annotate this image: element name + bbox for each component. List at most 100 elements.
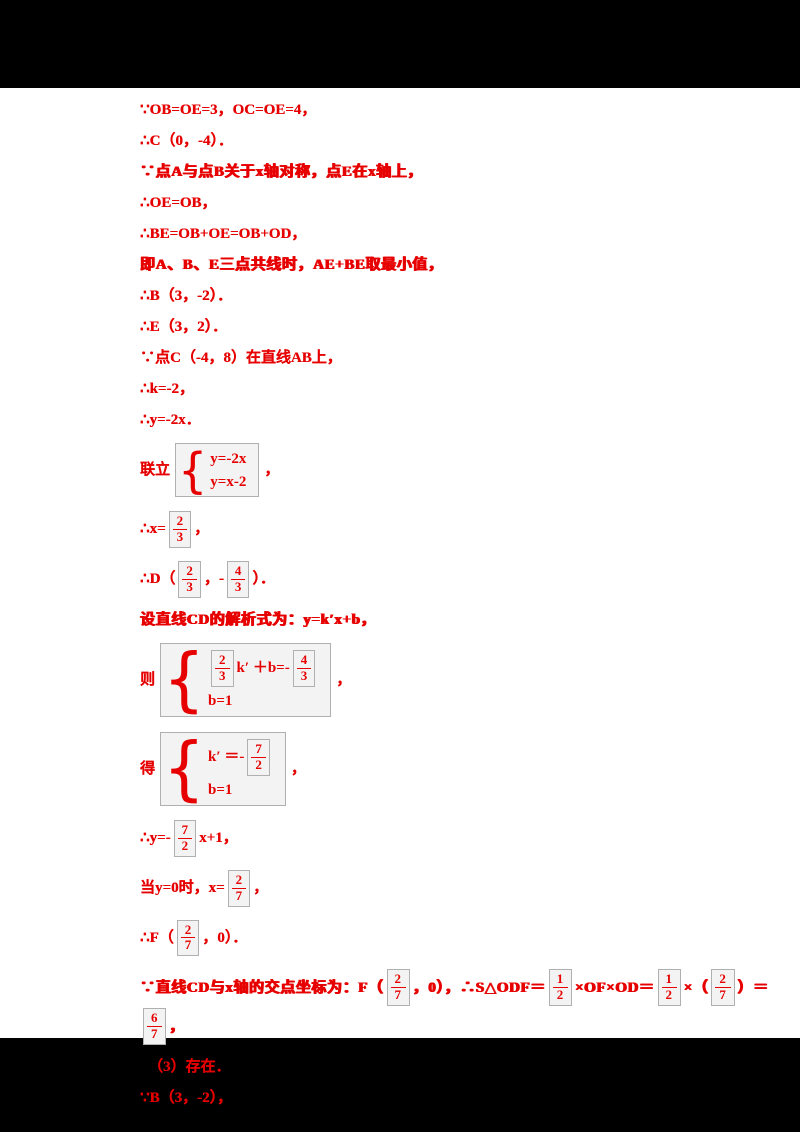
text-line: ∴x= 2 3，	[140, 510, 776, 549]
text-run: ×OF×OD＝	[574, 979, 655, 996]
brace-icon: {	[163, 638, 206, 720]
equation-row: y=-2x	[210, 449, 246, 469]
fraction-denominator: 7	[394, 987, 402, 1003]
fraction-denominator: 3	[234, 578, 242, 594]
fraction-denominator: 2	[255, 756, 262, 772]
fraction-denominator: 3	[219, 667, 226, 683]
text-run: ，0），∴S△ODF＝	[412, 979, 546, 996]
text-run: 得	[140, 760, 156, 777]
text-run: ，	[264, 462, 280, 478]
text-line: 即A、B、E三点共线时，AE+BE取最小值，	[140, 255, 776, 275]
text-run: ∴x=	[140, 521, 166, 538]
fraction-denominator: 3	[300, 667, 308, 683]
fraction-numerator: 6	[147, 1010, 163, 1028]
text-line: ∴E（3，2）．	[140, 317, 776, 337]
fraction-numerator: 7	[177, 822, 193, 839]
text-line: ∴D（ 2 3 ，- 4 3 ）．	[140, 560, 776, 599]
text-run: ，	[336, 671, 352, 688]
text-run: ∴D（	[140, 571, 176, 588]
text-run: ，	[253, 880, 269, 897]
text-run: x+1，	[199, 830, 238, 847]
text-run: ∴k=-2，	[140, 381, 194, 397]
text-run: k′ ＋b=-	[236, 660, 290, 677]
text-run: y=x-2	[210, 473, 247, 490]
text-run: ∴C（0，-4）．	[140, 133, 233, 149]
text-run: ∵OB=OE=3，OC=OE=4，	[140, 102, 317, 118]
text-line: ∴F（ 2 7 ，0）．	[140, 919, 776, 958]
text-line: ∵点C（-4，8）在直线AB上，	[140, 348, 776, 368]
text-run: 则	[140, 671, 156, 688]
text-line: 得 {k′ ＝- 7 2 b=1 ，	[140, 730, 776, 808]
equation-rows: 2 3 k′ ＋b=- 4 3 b=1	[208, 649, 318, 711]
brace-icon: {	[163, 727, 206, 809]
fraction-numerator: 2	[215, 652, 230, 669]
text-line: ∴y=-2x．	[140, 410, 776, 430]
equation-row: b=1	[208, 691, 232, 711]
text-run: ∴B（3，-2）．	[140, 288, 233, 304]
fraction-denominator: 2	[665, 987, 673, 1003]
text-run: ∵B（3，-2），	[140, 1090, 233, 1107]
fraction-denominator: 2	[181, 837, 189, 853]
fraction-denominator: 3	[176, 528, 184, 544]
text-run: ∴F（	[140, 929, 174, 946]
text-line: 设直线CD的解析式为：y=k′x+b，	[140, 610, 776, 630]
text-run: （3）存在．	[148, 1059, 231, 1076]
text-line: ∴B（3，-2）．	[140, 286, 776, 306]
text-run: ∵直线CD与x轴的交点坐标为：F（	[140, 979, 384, 996]
text-line: （3）存在．	[140, 1057, 776, 1077]
text-run: y=-2x	[210, 450, 247, 467]
text-run: ，	[169, 1018, 185, 1035]
text-run: 联立	[140, 462, 171, 478]
equation-rows: k′ ＝- 7 2 b=1	[208, 738, 273, 800]
text-line: ∵直线CD与x轴的交点坐标为：F（ 2 7 ，0），∴S△ODF＝ 1 2 ×OF×OD＝ 1…	[140, 968, 776, 1046]
fraction-numerator: 2	[172, 513, 188, 530]
text-run: 当y=0时，x=	[140, 880, 225, 897]
text-line: ∵B（3，-2），	[140, 1088, 776, 1108]
text-line: ∴y=- 7 2 x+1，	[140, 819, 776, 858]
text-run: ）＝	[737, 979, 769, 996]
equation-rows: y=-2x y=x-2	[210, 449, 246, 492]
text-line: 联立 {y=-2x y=x-2 ，	[140, 441, 776, 499]
text-run: ∵点C（-4，8）在直线AB上，	[140, 350, 342, 366]
fraction-denominator: 7	[235, 887, 243, 903]
text-run: k′ ＝-	[208, 749, 245, 766]
fraction-denominator: 3	[186, 578, 193, 594]
text-line: ∴k=-2，	[140, 379, 776, 399]
text-line: ∴BE=OB+OE=OB+OD，	[140, 224, 776, 244]
fraction-numerator: 2	[182, 563, 197, 580]
fraction-numerator: 7	[251, 741, 266, 758]
equation-system: {2 3 k′ ＋b=- 4 3 b=1	[160, 638, 332, 720]
document-content: ∵OB=OE=3，OC=OE=4， ∴C（0，-4）． ∵点A与点B关于x轴对称，点…	[0, 88, 800, 1108]
text-line: ∵点A与点B关于x轴对称，点E在x轴上，	[140, 162, 776, 182]
document-page: ∵OB=OE=3，OC=OE=4， ∴C（0，-4）． ∵点A与点B关于x轴对称，点…	[0, 88, 800, 1106]
text-run: ×（	[683, 979, 709, 996]
text-line: ∴OE=OB，	[140, 193, 776, 213]
fraction-numerator: 2	[715, 971, 731, 989]
text-run: ，	[290, 760, 306, 777]
equation-system: {k′ ＝- 7 2 b=1	[160, 727, 286, 809]
fraction-denominator: 7	[151, 1026, 159, 1042]
fraction-numerator: 4	[230, 563, 246, 580]
text-line: ∴C（0，-4）．	[140, 131, 776, 151]
fraction-numerator: 4	[296, 652, 312, 669]
text-run: ，	[194, 521, 210, 538]
text-run: 即A、B、E三点共线时，AE+BE取最小值，	[140, 257, 444, 273]
text-line: 当y=0时，x= 2 7，	[140, 869, 776, 908]
fraction-denominator: 7	[719, 987, 727, 1003]
text-run: b=1	[208, 692, 233, 709]
equation-row: b=1	[208, 780, 232, 800]
